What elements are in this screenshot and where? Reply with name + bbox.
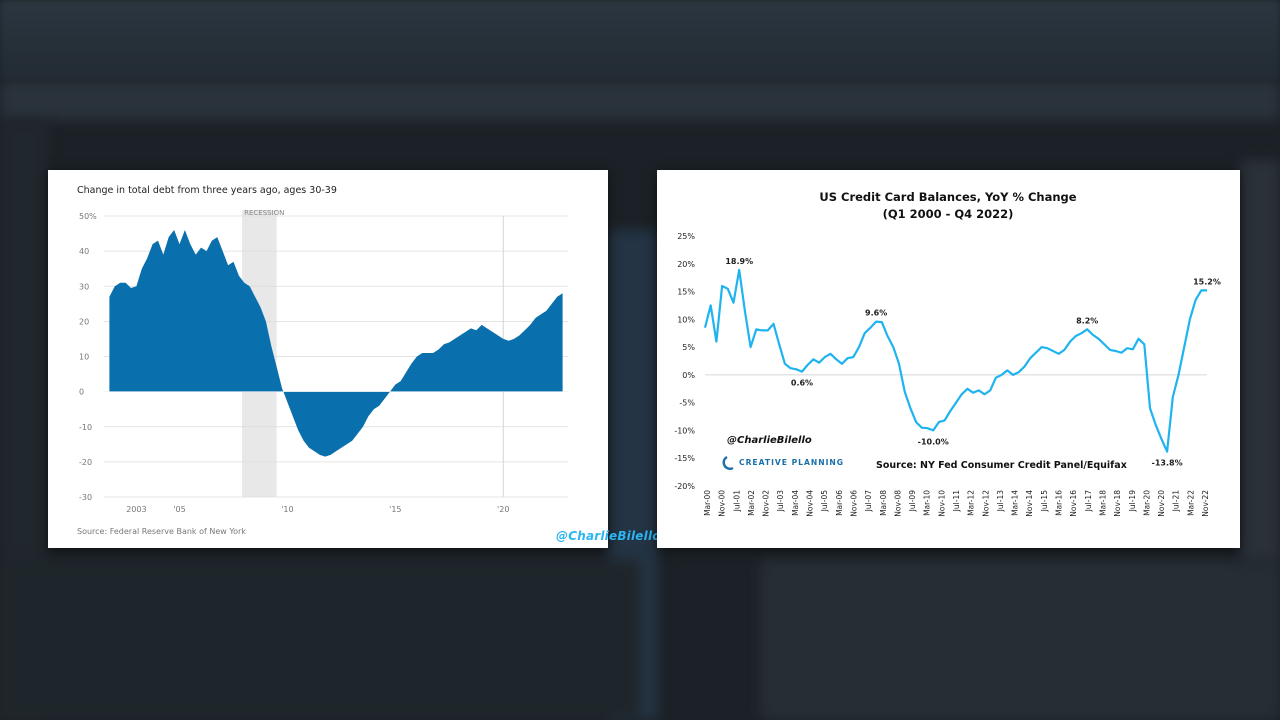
- chart2-x-tick-label: Jul-03: [776, 490, 785, 513]
- chart2-data-label: 0.6%: [791, 379, 813, 388]
- chart2-data-label: 18.9%: [725, 257, 753, 266]
- chart2-subtitle: (Q1 2000 - Q4 2022): [883, 207, 1014, 221]
- chart2-y-tick-label: 10%: [677, 315, 695, 324]
- debt-change-area: [109, 230, 563, 457]
- chart2-x-tick-label: Nov-10: [937, 490, 946, 517]
- chart2-x-tick-label: Jul-19: [1128, 490, 1137, 513]
- chart2-x-tick-label: Nov-06: [849, 490, 858, 517]
- chart1-y-tick-label: -10: [79, 423, 92, 432]
- blurred-panel: [760, 560, 1280, 720]
- creative-planning-logo-icon: [722, 455, 734, 470]
- chart2-y-tick-label: 20%: [677, 260, 695, 269]
- chart1-y-tick-label: 40: [79, 247, 89, 256]
- chart2-x-tick-label: Jul-15: [1040, 490, 1049, 513]
- chart2-y-tick-label: -10%: [674, 426, 695, 435]
- chart2-y-tick-label: 25%: [677, 232, 695, 241]
- chart2-x-tick-label: Jul-05: [820, 490, 829, 513]
- chart1-y-tick-label: 10: [79, 353, 89, 362]
- chart2-x-tick-label: Mar-02: [747, 490, 756, 516]
- credit-card-yoy-line: [703, 268, 1207, 453]
- chart2-x-tick-label: Mar-00: [703, 490, 712, 516]
- chart2-y-tick-label: -15%: [674, 454, 695, 463]
- watermark-handle: @CharlieBilello: [556, 529, 661, 543]
- chart1-x-tick-label: '20: [497, 505, 509, 514]
- chart2-source: Source: NY Fed Consumer Credit Panel/Equ…: [876, 460, 1127, 471]
- chart2-x-tick-label: Jul-11: [952, 490, 961, 513]
- chart1-source: Source: Federal Reserve Bank of New York: [77, 527, 246, 536]
- chart2-title: US Credit Card Balances, YoY % Change: [819, 190, 1076, 204]
- chart2-x-tick-label: Mar-22: [1186, 490, 1195, 516]
- chart2-x-tick-label: Mar-10: [923, 490, 932, 516]
- chart2-x-tick-label: Nov-02: [762, 490, 771, 517]
- chart2-x-tick-label: Mar-06: [835, 490, 844, 516]
- blurred-panel: [1240, 160, 1280, 560]
- chart1-y-tick-label: 0: [79, 388, 84, 397]
- chart2-data-label: 15.2%: [1193, 277, 1221, 286]
- chart2-x-tick-label: Mar-16: [1055, 490, 1064, 516]
- chart2-x-tick-label: Nov-08: [893, 490, 902, 517]
- chart2-handle: @CharlieBilello: [727, 435, 812, 446]
- chart2-x-tick-label: Jul-07: [864, 490, 873, 513]
- recession-label: RECESSION: [244, 209, 284, 217]
- chart2-y-tick-label: 5%: [682, 343, 695, 352]
- blurred-panel: [0, 80, 1280, 120]
- creative-planning-logo-text: CREATIVE PLANNING: [739, 458, 844, 467]
- chart2-x-tick-label: Nov-16: [1069, 490, 1078, 517]
- debt-change-chart-card: Change in total debt from three years ag…: [48, 170, 661, 548]
- chart2-x-tick-label: Jul-13: [996, 490, 1005, 513]
- debt-change-chart: Change in total debt from three years ag…: [77, 185, 568, 536]
- chart1-y-tick-label: 20: [79, 317, 89, 326]
- chart2-x-tick-label: Nov-12: [981, 490, 990, 517]
- chart1-x-tick-label: '05: [173, 505, 185, 514]
- chart2-x-tick-label: Nov-18: [1113, 490, 1122, 517]
- chart2-x-tick-label: Jul-17: [1084, 490, 1093, 513]
- chart2-x-tick-label: Mar-20: [1142, 490, 1151, 516]
- chart1-title: Change in total debt from three years ag…: [77, 185, 337, 196]
- chart2-x-tick-label: Nov-20: [1157, 490, 1166, 517]
- chart1-x-tick-label: '15: [389, 505, 401, 514]
- chart2-x-tick-label: Jul-09: [908, 490, 917, 513]
- chart2-x-tick-label: Mar-14: [1011, 490, 1020, 516]
- chart1-x-tick-label: 2003: [126, 505, 146, 514]
- chart2-y-tick-label: -20%: [674, 482, 695, 491]
- chart2-x-tick-label: Nov-00: [718, 490, 727, 517]
- creative-planning-logo: CREATIVE PLANNING: [722, 455, 844, 470]
- chart1-y-tick-label: -30: [79, 493, 92, 502]
- chart2-data-label: 8.2%: [1076, 316, 1098, 325]
- chart2-x-tick-label: Nov-04: [806, 490, 815, 517]
- chart2-data-label: -10.0%: [918, 437, 949, 446]
- chart2-x-tick-label: Mar-18: [1098, 490, 1107, 516]
- chart2-x-tick-label: Mar-04: [791, 490, 800, 516]
- chart2-x-tick-label: Mar-08: [879, 490, 888, 516]
- chart2-y-tick-label: 15%: [677, 288, 695, 297]
- chart1-x-tick-label: '10: [281, 505, 293, 514]
- credit-card-balances-chart-card: US Credit Card Balances, YoY % Change (Q…: [657, 170, 1240, 548]
- chart2-x-tick-label: Nov-22: [1201, 490, 1210, 517]
- chart2-y-tick-label: 0%: [682, 371, 695, 380]
- chart1-y-tick-label: 50%: [79, 212, 97, 221]
- chart2-data-label: -13.8%: [1152, 459, 1183, 468]
- credit-card-balances-chart: US Credit Card Balances, YoY % Change (Q…: [674, 190, 1221, 517]
- chart2-x-tick-label: Nov-14: [1025, 490, 1034, 517]
- chart2-x-tick-label: Jul-01: [732, 490, 741, 513]
- chart2-x-tick-label: Jul-21: [1172, 490, 1181, 513]
- chart2-y-tick-label: -5%: [679, 399, 695, 408]
- blurred-toolbar: [0, 0, 1280, 78]
- chart1-y-tick-label: -20: [79, 458, 92, 467]
- chart1-y-tick-label: 30: [79, 282, 89, 291]
- blurred-panel: [0, 560, 640, 720]
- chart2-data-label: 9.6%: [865, 309, 887, 318]
- chart2-x-tick-label: Mar-12: [967, 490, 976, 516]
